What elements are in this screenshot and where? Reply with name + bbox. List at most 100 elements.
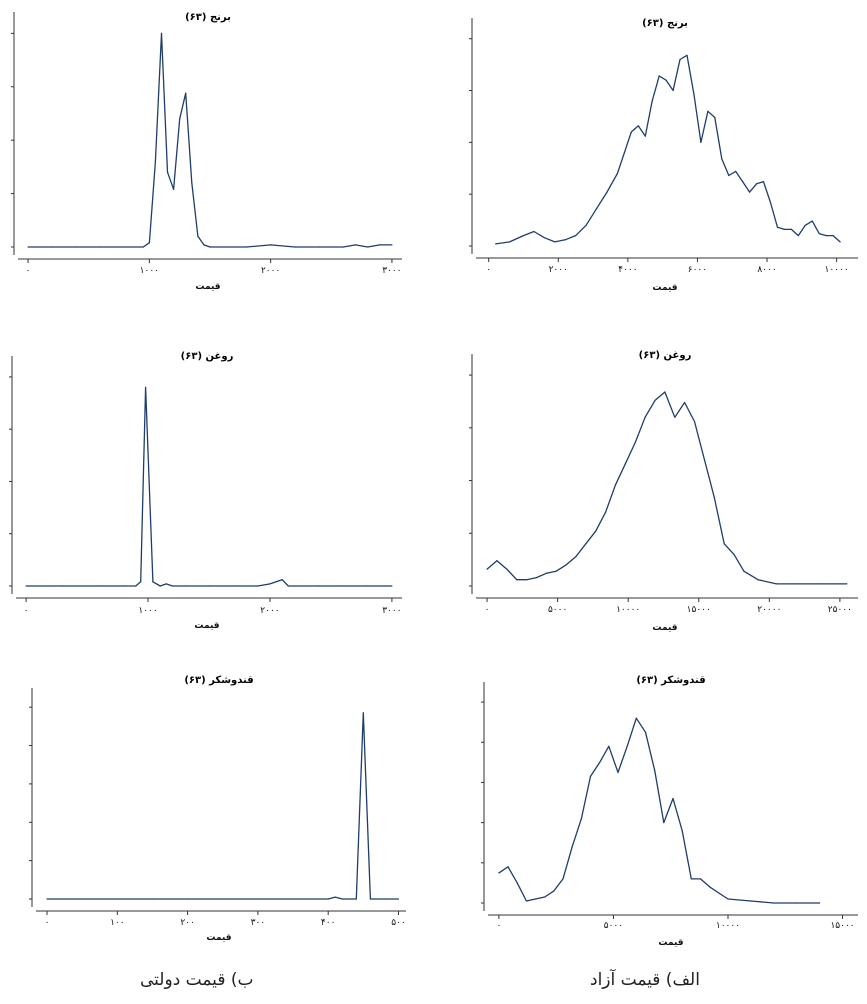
- data-point: [98, 585, 100, 587]
- data-point: [535, 577, 538, 579]
- data-point: [714, 116, 716, 119]
- data-point: [507, 866, 509, 868]
- data-point: [506, 568, 508, 570]
- series-line: [486, 391, 847, 585]
- data-point: [575, 235, 577, 237]
- data-point: [123, 585, 125, 587]
- data-point: [757, 579, 759, 581]
- data-point: [391, 244, 393, 246]
- data-point: [693, 420, 696, 423]
- data-point: [222, 898, 224, 900]
- data-point: [366, 585, 369, 587]
- data-point: [637, 125, 639, 127]
- data-point: [209, 246, 211, 248]
- data-point: [245, 246, 247, 248]
- x-tick-label: ۲۰۰۰: [261, 266, 280, 276]
- data-point: [672, 89, 674, 92]
- x-tick-label: ۱۵۰۰۰: [830, 921, 854, 931]
- data-point: [743, 570, 745, 572]
- x-tick-label: ۳۰۰: [251, 918, 266, 928]
- data-point: [832, 235, 834, 237]
- data-point: [142, 246, 144, 248]
- series-line: [28, 32, 392, 248]
- data-point: [750, 900, 752, 902]
- x-tick-label: ۰: [485, 605, 490, 615]
- x-tick-label: ۱۰۰۰۰: [616, 605, 640, 615]
- data-point: [571, 846, 573, 848]
- data-point: [367, 246, 369, 248]
- chart-panel-rice-free: برنج (۶۳) ۰ ۲۰۰۰ ۴۰۰۰ ۶۰۰۰ ۸۰۰۰ ۱۰۰۰۰ قیمت: [469, 18, 858, 293]
- x-tick-label: ۰: [45, 918, 50, 928]
- caption-govt-price: ب) قیمت دولتی: [140, 970, 254, 990]
- chart-panel-sugar-free: قندوشکر (۶۳) ۰ ۵۰۰۰ ۱۰۰۰۰ ۱۵۰۰۰ قیمت: [481, 675, 858, 948]
- x-tick-label: ۲۰۰: [180, 918, 195, 928]
- data-point: [292, 898, 294, 900]
- data-point: [599, 761, 601, 764]
- data-point: [173, 188, 175, 190]
- data-point: [595, 530, 597, 532]
- data-point: [749, 191, 751, 193]
- data-point: [62, 585, 64, 587]
- data-point: [160, 32, 163, 35]
- data-point: [796, 902, 798, 904]
- x-tick-label: ۱۰۰۰: [138, 606, 157, 616]
- data-point: [819, 902, 821, 904]
- data-point: [776, 226, 779, 228]
- chart-title: برنج (۶۳): [185, 12, 231, 23]
- data-point: [756, 183, 758, 185]
- data-point: [293, 585, 295, 587]
- x-tick-label: ۲۰۰۰۰: [757, 605, 781, 615]
- data-point: [533, 230, 535, 233]
- data-point: [679, 58, 681, 61]
- chart-title: قندوشکر (۶۳): [184, 675, 253, 686]
- x-tick-label: ۲۰۰۰: [549, 265, 568, 275]
- data-point: [839, 583, 841, 585]
- data-point: [383, 898, 385, 900]
- data-point: [534, 898, 537, 900]
- data-point: [617, 771, 619, 774]
- data-point: [733, 553, 735, 556]
- data-point: [783, 228, 786, 230]
- data-point: [614, 484, 617, 486]
- chart-panel-oil-govt: روغن (۶۳) ۰ ۱۰۰۰ ۲۰۰۰ ۳۰۰۰ قیمت: [9, 351, 402, 631]
- data-point: [342, 585, 344, 587]
- data-point: [362, 712, 364, 714]
- data-point: [334, 896, 336, 898]
- data-point: [644, 135, 646, 137]
- data-point: [723, 543, 725, 545]
- data-point: [27, 246, 29, 248]
- data-point: [718, 892, 720, 894]
- data-point: [25, 585, 27, 587]
- data-point: [742, 181, 744, 183]
- data-point: [140, 581, 142, 583]
- data-point: [516, 882, 518, 884]
- data-point: [654, 769, 656, 772]
- data-point: [605, 511, 607, 513]
- data-point: [342, 246, 344, 248]
- data-point: [630, 131, 632, 133]
- data-point: [769, 201, 772, 204]
- x-tick-label: ۰: [24, 606, 29, 616]
- chart-panel-rice-govt: برنج (۶۳) ۰ ۱۰۰۰ ۲۰۰۰ ۳۰۰۰ قیمت: [11, 12, 402, 292]
- data-point: [624, 463, 627, 465]
- data-point: [775, 583, 778, 585]
- x-axis-label: قیمت: [195, 282, 220, 292]
- data-point: [152, 581, 154, 583]
- data-point: [354, 244, 357, 246]
- data-point: [257, 898, 259, 900]
- data-point: [663, 822, 665, 824]
- data-point: [654, 399, 656, 401]
- data-point: [281, 579, 283, 581]
- data-point: [681, 830, 683, 832]
- x-tick-label: ۵۰۰: [391, 918, 406, 928]
- data-point: [154, 160, 156, 163]
- data-point: [391, 585, 393, 587]
- data-point: [575, 555, 577, 558]
- data-point: [486, 568, 488, 570]
- data-point: [595, 208, 598, 210]
- x-axis-label: قیمت: [658, 938, 683, 948]
- data-point: [185, 92, 187, 94]
- data-point: [124, 246, 126, 248]
- data-point: [135, 585, 137, 587]
